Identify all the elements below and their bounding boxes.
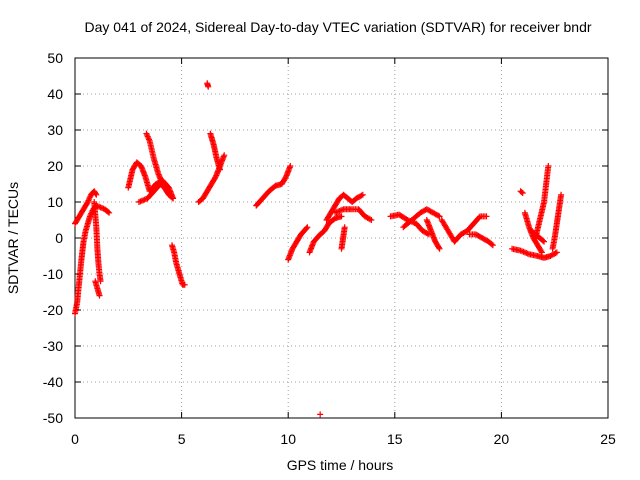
data-point: [317, 411, 324, 418]
data-point: [304, 224, 311, 231]
series-arc-01: [72, 188, 100, 227]
axis-ticks: [74, 57, 609, 419]
y-tick-label: 20: [47, 158, 63, 174]
y-tick-label: 40: [47, 86, 63, 102]
data-point: [84, 200, 91, 207]
series-arc-16: [332, 206, 375, 223]
series-arc-09: [195, 152, 228, 205]
data-point: [92, 190, 99, 197]
data-point: [163, 188, 170, 195]
data-point: [338, 213, 345, 220]
data-point: [538, 248, 545, 255]
series-arc-15: [323, 191, 366, 223]
series-arc-12: [253, 163, 294, 209]
data-point: [367, 216, 374, 223]
data-point: [436, 213, 443, 220]
series-arc-03: [91, 199, 104, 285]
series-arc-28: [517, 188, 526, 196]
series-arc-27: [549, 191, 565, 252]
y-tick-label: -10: [43, 266, 63, 282]
data-point: [518, 189, 525, 196]
y-tick-label: 0: [55, 230, 63, 246]
series-arc-24: [509, 245, 560, 261]
data-point: [97, 278, 104, 285]
y-tick-labels: -50 -40 -30 -20 -10 0 10 20 30 40 50: [43, 50, 63, 426]
series-arc-23: [466, 231, 496, 249]
series-arc-19: [387, 211, 432, 238]
data-point: [539, 237, 546, 244]
data-point: [105, 208, 112, 215]
data-point: [436, 245, 443, 252]
series-arc-13: [285, 224, 311, 263]
data-point: [181, 281, 188, 288]
series-arc-08: [169, 242, 188, 288]
x-tick-label: 15: [387, 431, 403, 447]
x-tick-label: 5: [178, 431, 186, 447]
y-tick-label: -20: [43, 302, 63, 318]
data-point: [221, 152, 228, 159]
x-tick-labels: 0 5 10 15 20 25: [71, 431, 616, 447]
data-point: [403, 216, 410, 223]
series-arc-10: [207, 130, 223, 173]
y-axis-title: SDTVAR / TECUs: [5, 182, 21, 294]
chart-title: Day 041 of 2024, Sidereal Day-to-day VTE…: [84, 19, 591, 35]
data-point: [435, 244, 442, 251]
series-arc-11: [204, 80, 212, 90]
y-tick-label: -40: [43, 374, 63, 390]
data-point: [488, 241, 495, 248]
series-arc-29: [528, 227, 548, 245]
data-point: [169, 194, 176, 201]
data-point: [359, 191, 366, 198]
data-point: [96, 292, 103, 299]
x-tick-label: 20: [494, 431, 510, 447]
data-point: [358, 192, 365, 199]
data-point: [170, 195, 177, 202]
y-tick-label: 10: [47, 194, 63, 210]
data-point: [558, 191, 565, 198]
grid-lines: [75, 58, 608, 418]
data-point: [341, 224, 348, 231]
data-point: [483, 213, 490, 220]
data-point: [435, 212, 442, 219]
series-arc-04: [92, 278, 103, 299]
data-point: [93, 191, 100, 198]
series-arc-17: [338, 224, 348, 252]
series-arc-14: [306, 213, 345, 256]
data-points: [72, 80, 565, 418]
data-point: [541, 238, 548, 245]
data-point: [106, 209, 113, 216]
data-point: [368, 217, 375, 223]
data-point: [489, 242, 496, 249]
data-point: [205, 83, 212, 90]
data-point: [545, 163, 552, 169]
data-point: [287, 163, 294, 169]
x-axis-title: GPS time / hours: [287, 457, 394, 473]
y-tick-label: 50: [47, 50, 63, 66]
data-point: [216, 166, 223, 173]
data-point: [519, 190, 526, 196]
data-point: [303, 225, 310, 232]
y-tick-label: -50: [43, 410, 63, 426]
data-point: [552, 250, 559, 257]
x-tick-label: 25: [600, 431, 616, 447]
series-arc-07: [143, 130, 170, 195]
series-arc-20: [400, 206, 443, 231]
x-tick-label: 0: [71, 431, 79, 447]
y-tick-label: 30: [47, 122, 63, 138]
series-arc-18: [317, 411, 324, 418]
y-tick-label: -30: [43, 338, 63, 354]
data-point: [162, 187, 169, 193]
series-arc-22: [438, 213, 490, 245]
series-arc-21: [423, 217, 443, 252]
data-point: [553, 249, 560, 256]
plot-frame: [74, 57, 609, 419]
data-point: [538, 249, 545, 256]
x-tick-label: 10: [280, 431, 296, 447]
